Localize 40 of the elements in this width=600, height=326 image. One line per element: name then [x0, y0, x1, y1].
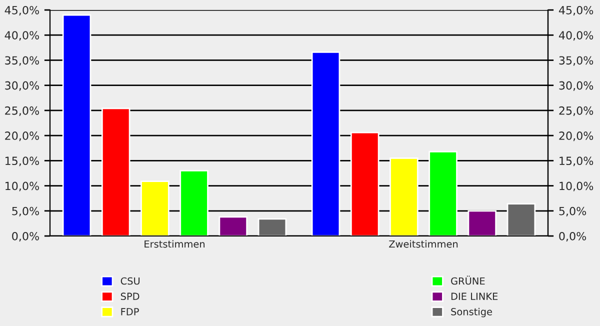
y-tick-label: 40,0% [4, 31, 39, 41]
y2-tick-label: 10,0% [560, 182, 594, 192]
legend-label: GRÜNE [451, 276, 485, 285]
bar [62, 14, 92, 236]
y2-tick-label: 40,0% [558, 31, 594, 41]
bar [428, 150, 458, 236]
bar [506, 203, 536, 236]
bar [140, 180, 170, 236]
bar [311, 51, 340, 236]
legend-label: CSU [120, 277, 140, 285]
y2-tick-label: 35,0% [559, 56, 594, 66]
y2-tick-label: 15,0% [560, 156, 594, 166]
y2-tick-label: 30,0% [559, 81, 594, 91]
bar [258, 218, 287, 236]
legend-label: DIE LINKE [451, 292, 498, 300]
y-tick-label: 30,0% [5, 81, 39, 91]
bar [218, 216, 248, 236]
y-tick-label: 5,0% [12, 206, 39, 216]
y-tick-label: 35,0% [5, 56, 39, 66]
y2-tick-label: 20,0% [559, 132, 594, 142]
y-tick-label: 0,0% [12, 232, 39, 242]
y-tick-label: 25,0% [5, 106, 39, 116]
bar [350, 132, 380, 236]
bar [390, 157, 418, 236]
bar [468, 210, 497, 236]
y-tick-label: 45,0% [4, 6, 39, 16]
x-tick-label: Zweitstimmen [389, 240, 458, 248]
x-tick-label: Erststimmen [144, 240, 205, 248]
legend-label: FDP [121, 308, 139, 316]
legend-label: Sonstige [451, 308, 492, 318]
y-tick-label: 20,0% [5, 132, 39, 142]
bar [180, 170, 208, 236]
bar [101, 108, 130, 236]
legend-label: SPD [120, 292, 140, 300]
y2-tick-label: 45,0% [558, 6, 594, 16]
y2-tick-label: 25,0% [559, 106, 594, 116]
y-tick-label: 15,0% [6, 156, 39, 166]
y2-tick-label: 5,0% [559, 206, 586, 216]
y2-tick-label: 0,0% [559, 232, 586, 242]
y-tick-label: 10,0% [6, 182, 39, 192]
